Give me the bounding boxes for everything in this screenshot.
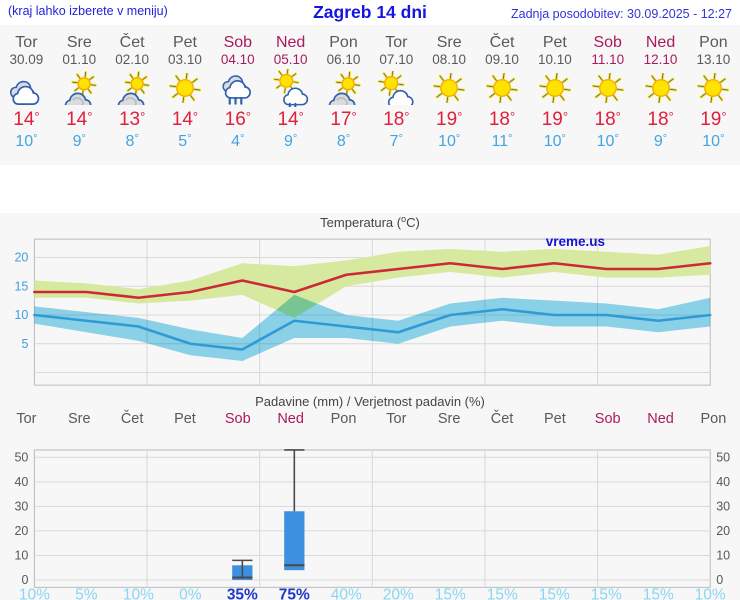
svg-text:40: 40: [14, 475, 28, 489]
svg-text:30: 30: [14, 499, 28, 513]
svg-text:20: 20: [716, 524, 730, 538]
svg-text:40%: 40%: [331, 586, 362, 600]
svg-text:10: 10: [716, 548, 730, 562]
svg-text:50: 50: [716, 450, 730, 464]
svg-text:50: 50: [14, 450, 28, 464]
svg-text:0: 0: [21, 573, 28, 587]
svg-text:10%: 10%: [19, 586, 50, 600]
svg-text:30: 30: [716, 499, 730, 513]
svg-text:35%: 35%: [227, 586, 258, 600]
svg-text:15%: 15%: [591, 586, 622, 600]
svg-text:0: 0: [716, 573, 723, 587]
svg-text:75%: 75%: [279, 586, 310, 600]
svg-text:vreme.us: vreme.us: [546, 234, 605, 249]
svg-text:15%: 15%: [643, 586, 674, 600]
svg-text:5: 5: [21, 337, 28, 351]
svg-text:20%: 20%: [383, 586, 414, 600]
svg-text:40: 40: [716, 475, 730, 489]
svg-text:10: 10: [14, 548, 28, 562]
svg-text:5%: 5%: [75, 586, 98, 600]
svg-text:20: 20: [14, 524, 28, 538]
svg-text:10: 10: [14, 308, 28, 322]
svg-text:15%: 15%: [435, 586, 466, 600]
svg-text:0%: 0%: [179, 586, 202, 600]
svg-text:10%: 10%: [695, 586, 726, 600]
svg-text:15%: 15%: [487, 586, 518, 600]
svg-text:10%: 10%: [123, 586, 154, 600]
svg-text:20: 20: [14, 251, 28, 265]
svg-text:15%: 15%: [539, 586, 570, 600]
svg-text:15: 15: [14, 279, 28, 293]
